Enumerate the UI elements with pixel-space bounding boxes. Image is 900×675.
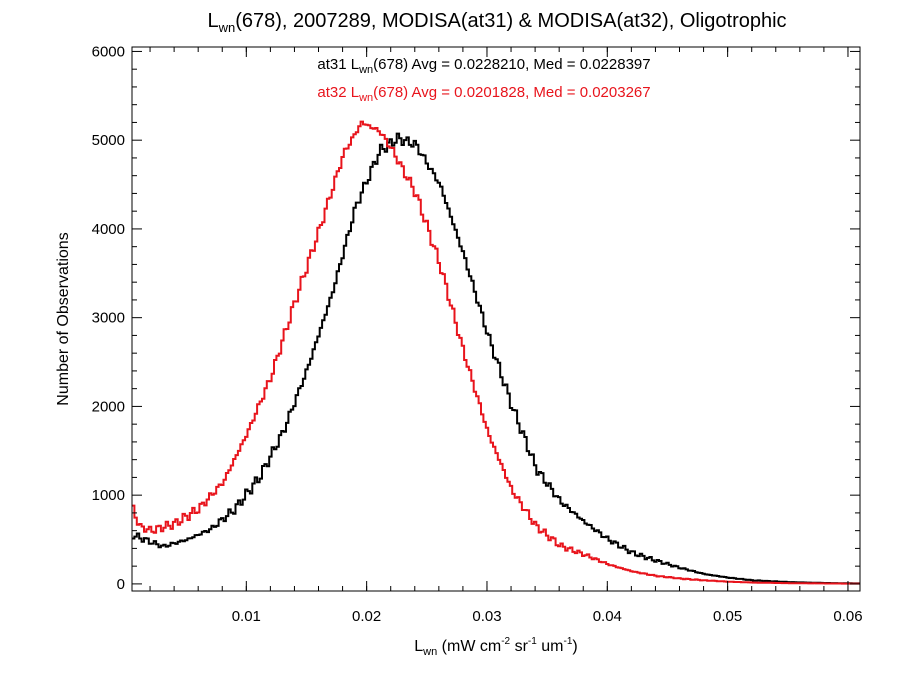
- x-axis-label: Lwn (mW cm-2 sr-1 um-1): [414, 636, 577, 658]
- svg-text:at32 Lwn(678) Avg = 0.0201828,: at32 Lwn(678) Avg = 0.0201828, Med = 0.0…: [317, 84, 650, 104]
- annotation-at32: at32 Lwn(678) Avg = 0.0201828, Med = 0.0…: [317, 84, 650, 104]
- x-tick-label: 0.05: [713, 608, 742, 625]
- x-tick-label: 0.01: [232, 608, 261, 625]
- y-tick-label: 6000: [92, 43, 125, 60]
- x-tick-label: 0.04: [593, 608, 622, 625]
- x-tick-label: 0.03: [472, 608, 501, 625]
- y-axis-label: Number of Observations: [55, 232, 72, 405]
- series-at31-line: [132, 132, 860, 585]
- y-tick-label: 2000: [92, 398, 125, 415]
- chart-title: Lwn(678), 2007289, MODISA(at31) & MODISA…: [207, 10, 786, 35]
- x-tick-label: 0.02: [352, 608, 381, 625]
- plot-frame: [131, 46, 861, 592]
- series-at32-line: [132, 120, 860, 585]
- x-tick-label: 0.06: [833, 608, 862, 625]
- annotation-at31: at31 Lwn(678) Avg = 0.0228210, Med = 0.0…: [317, 56, 650, 76]
- y-tick-label: 3000: [92, 310, 125, 327]
- svg-text:at31 Lwn(678) Avg = 0.0228210,: at31 Lwn(678) Avg = 0.0228210, Med = 0.0…: [317, 56, 650, 76]
- y-tick-label: 0: [117, 576, 125, 593]
- y-tick-label: 4000: [92, 221, 125, 238]
- y-tick-label: 1000: [92, 487, 125, 504]
- y-tick-label: 5000: [92, 132, 125, 149]
